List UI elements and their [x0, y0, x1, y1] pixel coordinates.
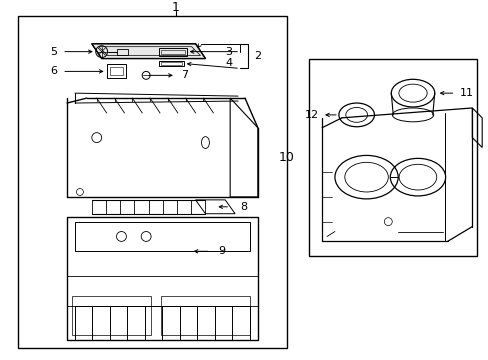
Bar — [75, 222, 249, 251]
Text: 11: 11 — [459, 88, 472, 98]
Text: 12: 12 — [305, 110, 319, 120]
Text: 7: 7 — [181, 70, 187, 80]
Text: 10: 10 — [278, 151, 294, 164]
Bar — [161, 50, 184, 54]
Bar — [67, 217, 257, 340]
Text: 9: 9 — [218, 246, 225, 256]
Text: 8: 8 — [240, 202, 246, 212]
Text: 6: 6 — [50, 66, 57, 76]
Bar — [72, 296, 151, 335]
Text: 5: 5 — [50, 47, 57, 57]
Bar — [161, 62, 182, 66]
Bar — [106, 64, 126, 78]
Bar — [159, 60, 183, 67]
Text: 3: 3 — [224, 47, 232, 57]
Text: 4: 4 — [224, 58, 232, 68]
Polygon shape — [92, 44, 205, 59]
Bar — [18, 16, 286, 348]
Bar — [308, 59, 476, 256]
Bar — [159, 48, 186, 55]
Bar — [109, 67, 123, 75]
Bar — [116, 49, 128, 55]
Text: 2: 2 — [253, 51, 261, 61]
Text: 1: 1 — [171, 1, 180, 14]
Bar — [161, 296, 249, 335]
